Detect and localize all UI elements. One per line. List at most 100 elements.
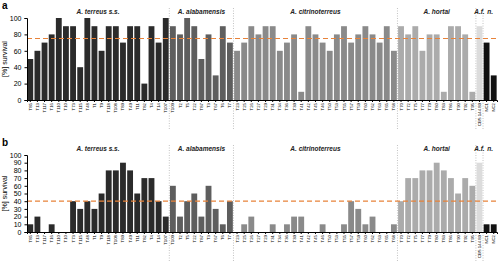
- x-tick-label: T3: [206, 234, 211, 240]
- x-tick-label: T36: [284, 234, 289, 242]
- threshold-line: [27, 38, 497, 39]
- x-tick: T25: [242, 232, 247, 242]
- x-tick: T29: [263, 232, 268, 242]
- y-tick-label: 40: [14, 198, 22, 205]
- y-tick: 90: [14, 159, 27, 166]
- x-tick-label: T108: [113, 234, 118, 244]
- x-tick-label: T110: [56, 102, 61, 112]
- y-tick-label: 10: [14, 221, 22, 228]
- x-tick: T16: [49, 232, 54, 242]
- y-tick-mark: [25, 18, 28, 19]
- x-tick: T85: [28, 232, 33, 242]
- x-tick-mark: [379, 100, 380, 102]
- group-label: A. hortai: [422, 8, 450, 15]
- x-tick-label: T49: [128, 234, 133, 242]
- bar: [206, 34, 212, 100]
- x-tick-mark: [436, 100, 437, 102]
- x-tick-label: T57: [349, 102, 354, 110]
- x-tick: T109: [170, 100, 175, 113]
- x-tick-label: T53: [334, 102, 339, 110]
- x-tick: T67: [213, 232, 218, 242]
- y-tick-mark: [25, 201, 28, 202]
- y-tick-mark: [25, 163, 28, 164]
- bar: [248, 217, 254, 232]
- bar: [234, 51, 240, 100]
- x-tick-label: T80: [434, 102, 439, 110]
- bar: [462, 178, 468, 232]
- y-tick-label: 80: [14, 167, 22, 174]
- y-tick: 100: [10, 15, 27, 22]
- bar: [419, 51, 425, 100]
- bar: [434, 163, 440, 232]
- x-tick-label: T39: [292, 102, 297, 110]
- x-tick-mark: [237, 232, 238, 234]
- bar: [34, 217, 40, 232]
- x-tick: T85: [28, 100, 33, 110]
- x-tick: T22: [192, 100, 197, 110]
- x-tick-mark: [401, 100, 402, 102]
- y-tick-label: 60: [14, 183, 22, 190]
- y-tick: 20: [14, 213, 27, 220]
- y-tick: 50: [14, 190, 27, 197]
- y-axis-title: [%] survival: [1, 175, 9, 211]
- y-tick-mark: [25, 84, 28, 85]
- x-tick: T55: [341, 232, 346, 242]
- y-tick-label: 0: [18, 229, 22, 236]
- bar: [56, 18, 62, 100]
- bar: [120, 163, 126, 232]
- y-tick-label: 50: [14, 190, 22, 197]
- x-tick: T9: [99, 232, 104, 240]
- x-tick-mark: [365, 100, 366, 102]
- bar: [455, 26, 461, 100]
- y-tick-label: 60: [14, 48, 22, 55]
- bar: [448, 178, 454, 232]
- x-tick-label: T16: [49, 234, 54, 242]
- bar: [49, 34, 55, 100]
- bar: [370, 217, 376, 232]
- bar: [70, 201, 76, 232]
- bar: [455, 194, 461, 233]
- bars: [27, 163, 497, 232]
- bar: [355, 209, 361, 232]
- bar: [241, 43, 247, 100]
- x-tick-mark: [372, 100, 373, 102]
- x-tick-mark: [158, 232, 159, 234]
- x-tick-label: T79: [427, 234, 432, 242]
- x-tick-mark: [251, 100, 252, 102]
- x-tick-label: T22: [192, 102, 197, 110]
- x-tick-mark: [208, 100, 209, 102]
- x-tick-label: T85: [28, 234, 33, 242]
- x-tick: T117: [42, 232, 47, 244]
- x-tick: T14: [156, 232, 161, 242]
- x-tick: T7: [227, 100, 232, 108]
- x-axis-line: [28, 101, 498, 103]
- x-tick-label: T79: [427, 102, 432, 110]
- x-tick: T14: [156, 100, 161, 110]
- bar: [398, 26, 404, 100]
- group-label: A. citrinoterreus: [289, 145, 341, 152]
- bar: [56, 232, 62, 233]
- x-tick-mark: [486, 232, 487, 234]
- x-tick-label: NC1: [484, 234, 489, 243]
- x-tick-label: T70: [399, 102, 404, 110]
- x-tick-label: T9: [99, 234, 104, 240]
- y-tick: 0: [18, 97, 27, 104]
- threshold-line: [27, 201, 497, 202]
- x-tick-mark: [301, 232, 302, 234]
- x-tick-mark: [73, 100, 74, 102]
- x-tick: T109: [170, 232, 175, 245]
- y-tick: 10: [14, 221, 27, 228]
- x-tick: T49: [128, 100, 133, 110]
- panel-label: a: [2, 0, 8, 11]
- bar: [469, 92, 475, 100]
- bar: [334, 34, 340, 100]
- x-tick-mark: [94, 232, 95, 234]
- bar: [477, 26, 483, 100]
- group-separator: [233, 8, 234, 130]
- x-tick-mark: [165, 100, 166, 102]
- x-tick-label: T36: [284, 102, 289, 110]
- x-tick-label: T92: [463, 234, 468, 242]
- x-tick-label: T87: [199, 102, 204, 110]
- x-tick: T82: [142, 100, 147, 110]
- bar: [334, 232, 340, 233]
